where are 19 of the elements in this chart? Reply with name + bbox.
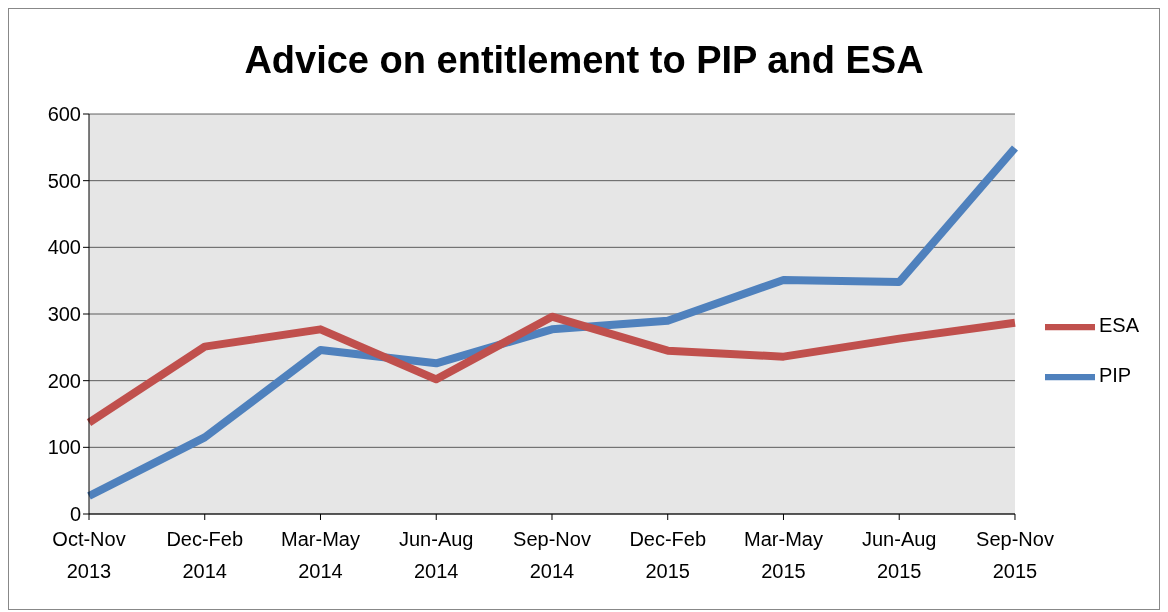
x-tick-label: Oct-Nov 2013 bbox=[52, 528, 126, 582]
legend-label: ESA bbox=[1098, 313, 1139, 336]
y-tick-label: 100 bbox=[47, 436, 81, 459]
y-tick-label: 300 bbox=[47, 303, 81, 326]
x-tick-label: Mar-May 2014 bbox=[281, 528, 360, 582]
x-tick-label: Jun-Aug 2015 bbox=[861, 528, 937, 582]
y-tick-label: 500 bbox=[47, 169, 81, 192]
x-tick-label: Sep-Nov 2015 bbox=[976, 528, 1054, 582]
y-tick-label: 200 bbox=[47, 369, 81, 392]
x-tick-label: Dec-Feb 2015 bbox=[629, 528, 707, 582]
y-tick-label: 400 bbox=[47, 236, 81, 259]
legend-label: PIP bbox=[1098, 363, 1132, 386]
x-tick-label: Jun-Aug 2014 bbox=[398, 528, 474, 582]
x-tick-label: Sep-Nov 2014 bbox=[513, 528, 591, 582]
y-tick-label: 0 bbox=[69, 503, 81, 526]
x-tick-label: Dec-Feb 2014 bbox=[166, 528, 244, 582]
x-tick-label: Mar-May 2015 bbox=[744, 528, 823, 582]
chart-title: Advice on entitlement to PIP and ESA bbox=[243, 39, 925, 83]
y-tick-label: 600 bbox=[47, 103, 81, 126]
